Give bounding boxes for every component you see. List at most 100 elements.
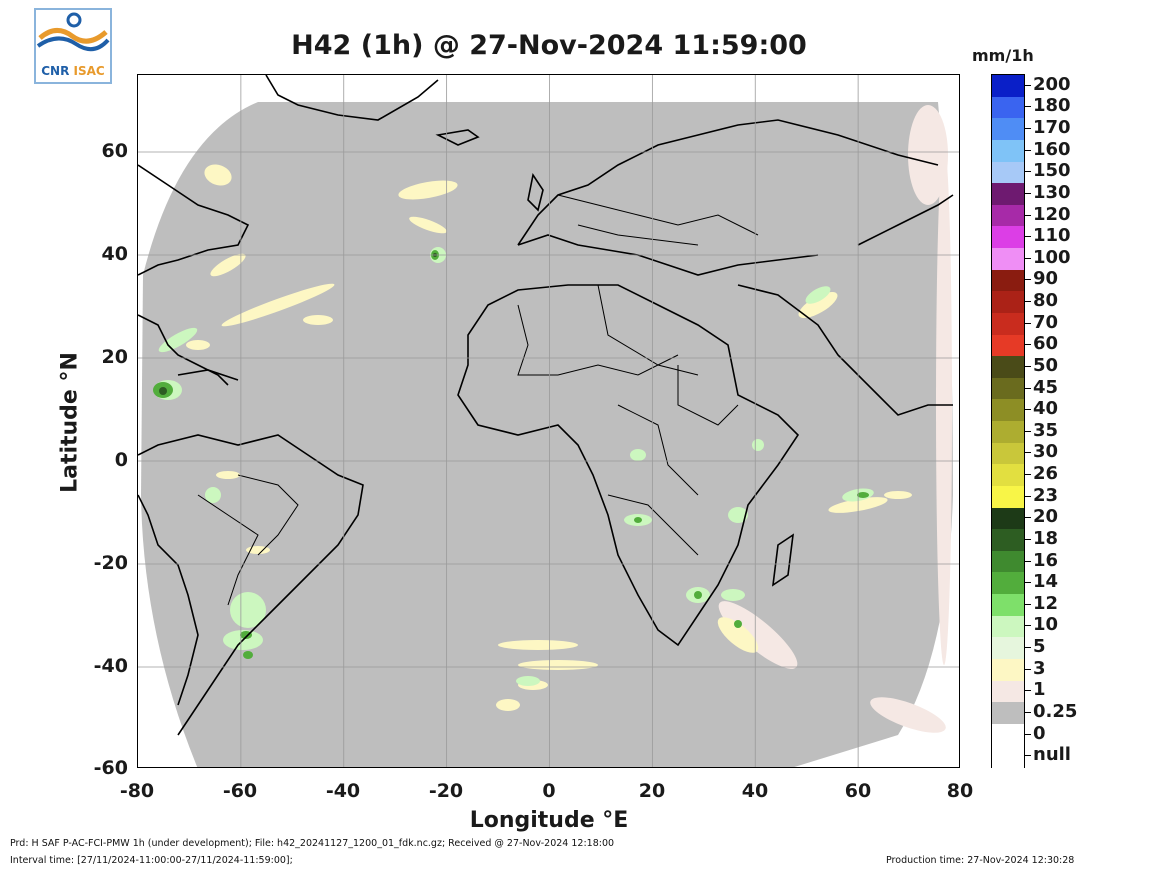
colorbar-segment <box>992 421 1024 444</box>
x-axis-label: Longitude °E <box>469 808 629 833</box>
colorbar-tick <box>1025 171 1031 173</box>
colorbar-tick <box>1025 149 1031 151</box>
colorbar-label: 1 <box>1033 679 1046 701</box>
colorbar-tick <box>1025 647 1031 649</box>
colorbar-tick <box>1025 279 1031 281</box>
x-tick-80: 80 <box>946 780 974 802</box>
colorbar-label: 12 <box>1033 592 1059 614</box>
colorbar-tick <box>1025 711 1031 713</box>
colorbar-label: 120 <box>1033 203 1071 225</box>
colorbar-label: 14 <box>1033 571 1059 593</box>
rain-patch <box>634 517 642 523</box>
rain-patch <box>210 253 246 277</box>
x-tick-minus-40: -40 <box>325 780 361 802</box>
colorbar-tick <box>1025 452 1031 454</box>
colorbar-label: 10 <box>1033 614 1059 636</box>
colorbar-label: 35 <box>1033 419 1059 441</box>
colorbar-segment <box>992 594 1024 617</box>
colorbar-label: 3 <box>1033 657 1046 679</box>
colorbar-label: 160 <box>1033 138 1071 160</box>
colorbar-segment <box>992 248 1024 271</box>
colorbar-tick <box>1025 430 1031 432</box>
y-tick-20: 20 <box>101 346 128 368</box>
colorbar-tick <box>1025 603 1031 605</box>
colorbar-tick <box>1025 517 1031 519</box>
colorbar-tick <box>1025 84 1031 86</box>
graticule <box>138 75 959 767</box>
x-tick-minus-60: -60 <box>222 780 258 802</box>
colorbar-unit: mm/1h <box>972 46 1034 65</box>
rain-patch <box>728 507 748 523</box>
colorbar-segment <box>992 269 1024 292</box>
colorbar-tick <box>1025 474 1031 476</box>
colorbar-label: 45 <box>1033 376 1059 398</box>
map-title: H42 (1h) @ 27-Nov-2024 11:59:00 <box>291 30 807 61</box>
colorbar-label: 18 <box>1033 527 1059 549</box>
rain-patch <box>303 315 333 325</box>
x-tick-40: 40 <box>741 780 769 802</box>
colorbar-segment <box>992 550 1024 573</box>
colorbar-tick <box>1025 192 1031 194</box>
colorbar-segment <box>992 702 1024 725</box>
y-tick-minus-40: -40 <box>93 655 128 677</box>
colorbar-segment <box>992 75 1024 98</box>
colorbar-label: null <box>1033 744 1071 766</box>
colorbar-tick <box>1025 582 1031 584</box>
logo-text-isac: ISAC <box>73 64 105 78</box>
colorbar-label: 40 <box>1033 398 1059 420</box>
colorbar-segment <box>992 399 1024 422</box>
rain-patch <box>230 592 266 628</box>
logo-text-cnr: CNR <box>41 64 70 78</box>
colorbar-segment <box>992 291 1024 314</box>
colorbar-segment <box>992 161 1024 184</box>
colorbar-label: 23 <box>1033 484 1059 506</box>
rain-patch <box>216 471 240 479</box>
rain-patch <box>752 439 764 451</box>
colorbar-segment <box>992 485 1024 508</box>
y-axis-label: Latitude °N <box>57 352 83 493</box>
colorbar-segment <box>992 139 1024 162</box>
colorbar-label: 170 <box>1033 117 1071 139</box>
rain-patch <box>159 387 167 395</box>
colorbar-label: 0.25 <box>1033 700 1078 722</box>
colorbar-segment <box>992 723 1024 746</box>
rain-patch <box>857 492 869 498</box>
x-tick-minus-20: -20 <box>428 780 464 802</box>
colorbar-segment <box>992 529 1024 552</box>
colorbar-tick <box>1025 236 1031 238</box>
coastlines <box>138 75 954 736</box>
colorbar-segment <box>992 226 1024 249</box>
colorbar-label: 100 <box>1033 246 1071 268</box>
rain-patch <box>518 660 598 670</box>
rain-patch <box>204 164 232 186</box>
rain-patch <box>734 620 742 628</box>
colorbar-segment <box>992 658 1024 681</box>
colorbar-tick <box>1025 106 1031 108</box>
x-tick-60: 60 <box>844 780 872 802</box>
colorbar-label: 5 <box>1033 636 1046 658</box>
cnr-isac-logo: CNR ISAC <box>34 8 112 84</box>
rain-patch <box>717 617 759 653</box>
map-canvas <box>138 75 959 767</box>
rain-patch <box>694 591 702 599</box>
rain-patch <box>908 105 948 205</box>
colorbar-tick <box>1025 301 1031 303</box>
colorbar-label: 50 <box>1033 354 1059 376</box>
rain-patch <box>805 286 831 304</box>
colorbar-label: 16 <box>1033 549 1059 571</box>
x-tick-20: 20 <box>638 780 666 802</box>
y-tick-60: 60 <box>101 140 128 162</box>
colorbar-segment <box>992 96 1024 119</box>
colorbar-tick <box>1025 322 1031 324</box>
rain-patch <box>398 180 458 200</box>
y-tick-0: 0 <box>114 449 128 471</box>
colorbar-segment <box>992 377 1024 400</box>
colorbar-label: 30 <box>1033 441 1059 463</box>
colorbar-segment <box>992 204 1024 227</box>
colorbar-label: 180 <box>1033 95 1071 117</box>
colorbar-label: 200 <box>1033 73 1071 95</box>
colorbar-tick <box>1025 344 1031 346</box>
colorbar-tick <box>1025 733 1031 735</box>
footer-interval-time: Interval time: [27/11/2024-11:00:00-27/1… <box>10 855 293 866</box>
colorbar-tick <box>1025 690 1031 692</box>
